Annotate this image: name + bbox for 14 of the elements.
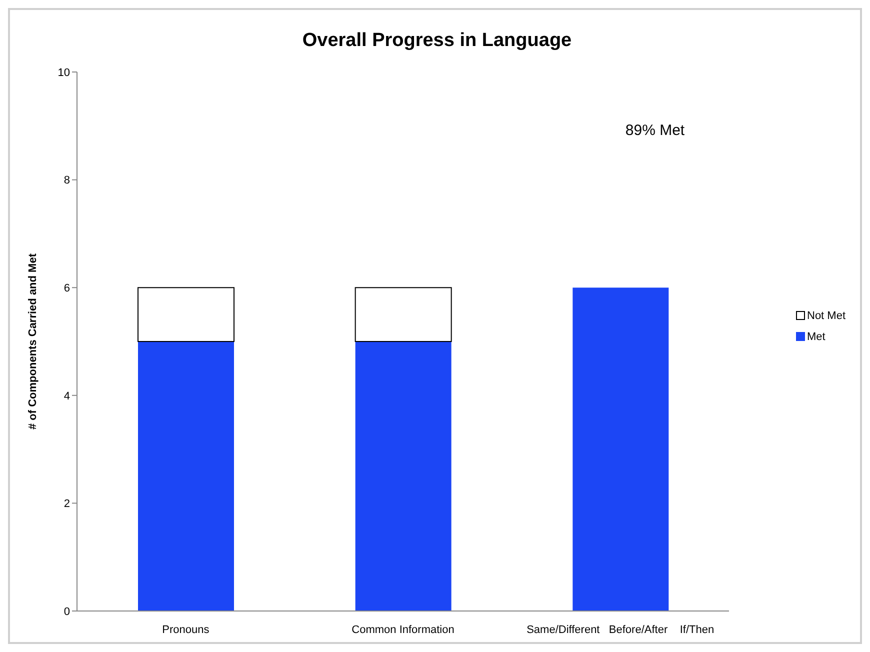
y-tick-label: 4 bbox=[64, 390, 70, 402]
y-tick-label: 0 bbox=[64, 606, 70, 618]
y-tick-label: 10 bbox=[58, 66, 70, 79]
x-tick-label: Common Information bbox=[352, 624, 454, 636]
x-tick-label: Pronouns bbox=[162, 624, 210, 636]
chart-title: Overall Progress in Language bbox=[301, 30, 573, 52]
legend-label: Not Met bbox=[807, 310, 846, 322]
annotation: 89% Met bbox=[624, 122, 686, 139]
y-tick-label: 2 bbox=[64, 498, 70, 510]
y-tick-label: 6 bbox=[64, 282, 70, 295]
legend-label: Met bbox=[807, 330, 826, 342]
x-tick-label: Same/Different Before/After If/Then bbox=[526, 624, 714, 636]
y-tick-label: 8 bbox=[64, 174, 70, 187]
y-axis-title: # of Components Carried and Met bbox=[26, 253, 39, 430]
